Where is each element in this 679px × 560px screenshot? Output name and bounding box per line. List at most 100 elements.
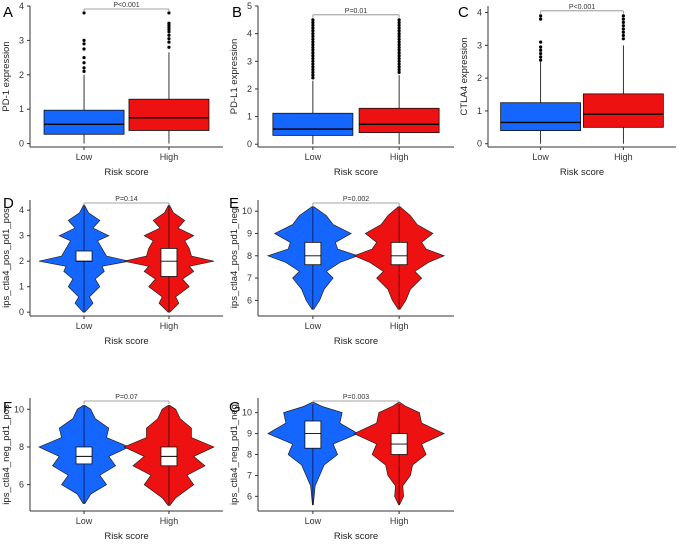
- p-value-label: P=0.002: [343, 196, 369, 203]
- outlier-point: [311, 37, 315, 41]
- x-axis-title: Risk score: [334, 531, 378, 542]
- box-high: [128, 98, 210, 131]
- outlier-point: [539, 40, 543, 44]
- outlier-point: [311, 67, 315, 72]
- y-tick-label: 6: [19, 480, 24, 490]
- outlier-point: [82, 61, 86, 65]
- inner-box: [304, 241, 322, 266]
- outlier-point: [311, 56, 315, 61]
- inner-box: [304, 420, 322, 449]
- panel-letter: F: [3, 399, 12, 416]
- group-low: [38, 405, 130, 504]
- x-tick-label-high: High: [160, 152, 179, 162]
- panel-a: A 0 1 2 3 4 Low High Risk score PD-1 expression P<…: [1, 1, 223, 178]
- outlier-point: [621, 30, 625, 34]
- x-tick-label-low: Low: [305, 516, 322, 526]
- x-tick-label-low: Low: [76, 516, 93, 526]
- x-tick-label-high: High: [160, 321, 179, 331]
- y-tick-label: 7: [247, 470, 252, 480]
- outlier-point: [311, 65, 315, 69]
- outlier-point: [311, 23, 315, 27]
- x-tick-label-low: Low: [305, 321, 322, 331]
- outlier-point: [167, 40, 171, 44]
- y-tick-label: 10: [242, 206, 252, 216]
- outlier-point: [167, 45, 171, 49]
- group-high: [123, 405, 215, 506]
- outlier-point: [397, 59, 401, 63]
- group-low: [272, 18, 354, 145]
- outlier-point: [539, 51, 543, 56]
- y-tick-label: 4: [477, 8, 482, 18]
- outlier-point: [167, 30, 171, 34]
- y-tick-label: 0: [477, 139, 482, 149]
- outlier-point: [311, 34, 315, 39]
- x-axis-title: Risk score: [334, 167, 378, 178]
- outlier-point: [82, 66, 86, 70]
- outlier-point: [621, 33, 625, 38]
- outlier-point: [311, 43, 315, 47]
- y-tick-label: 1: [247, 112, 252, 122]
- x-tick-label-low: Low: [305, 152, 322, 162]
- group-low: [267, 401, 359, 506]
- outlier-point: [397, 45, 401, 50]
- p-value-label: P<0.001: [113, 2, 139, 9]
- y-tick-label: 8: [247, 450, 252, 460]
- outlier-point: [621, 27, 625, 31]
- outlier-point: [311, 76, 315, 80]
- x-axis-title: Risk score: [104, 531, 148, 542]
- outlier-point: [621, 17, 625, 21]
- outlier-point: [539, 48, 543, 52]
- p-value-label: P=0.01: [345, 8, 367, 15]
- y-tick-label: 10: [14, 404, 24, 414]
- outlier-point: [397, 43, 401, 47]
- y-tick-label: 2: [247, 84, 252, 94]
- y-tick-label: 7: [247, 273, 252, 283]
- panel-letter: C: [458, 4, 469, 21]
- inner-box: [75, 250, 93, 262]
- outlier-point: [311, 29, 315, 33]
- y-tick-label: 3: [19, 231, 24, 241]
- outlier-point: [397, 40, 401, 44]
- y-tick-label: 2: [477, 73, 482, 83]
- outlier-point: [167, 21, 171, 25]
- x-axis-title: Risk score: [560, 167, 604, 178]
- outlier-point: [539, 14, 543, 18]
- x-axis-title: Risk score: [334, 336, 378, 347]
- outlier-point: [311, 73, 315, 77]
- outlier-point: [311, 59, 315, 63]
- outlier-point: [311, 51, 315, 55]
- outlier-point: [397, 70, 401, 74]
- group-high: [358, 18, 440, 145]
- y-tick-label: 3: [247, 56, 252, 66]
- y-tick-label: 8: [19, 442, 24, 452]
- outlier-point: [82, 47, 86, 51]
- y-tick-label: 0: [19, 139, 24, 149]
- outlier-point: [397, 67, 401, 72]
- group-low: [43, 11, 125, 144]
- outlier-point: [397, 18, 401, 22]
- outlier-point: [82, 69, 86, 73]
- panel-c: C 0 1 2 3 4 Low High Risk score CTLA4 expression P…: [458, 4, 676, 178]
- outlier-point: [621, 37, 625, 41]
- outlier-point: [311, 18, 315, 22]
- y-axis-title: ips_ctla4_neg_pd1_neg: [229, 404, 240, 505]
- x-tick-label-high: High: [390, 152, 409, 162]
- y-tick-label: 2: [19, 256, 24, 266]
- outlier-point: [539, 17, 543, 21]
- y-tick-label: 0: [247, 139, 252, 149]
- outlier-point: [397, 48, 401, 52]
- outlier-point: [311, 48, 315, 52]
- outlier-point: [539, 55, 543, 59]
- outlier-point: [397, 51, 401, 55]
- outlier-point: [311, 26, 315, 30]
- y-tick-label: 2: [19, 70, 24, 80]
- y-tick-label: 9: [247, 228, 252, 238]
- y-tick-label: 4: [19, 205, 24, 215]
- panel-f: F 6 8 10 Low High Risk score ips_ctla4_neg_pd1_…: [1, 394, 223, 542]
- x-axis-title: Risk score: [104, 167, 148, 178]
- outlier-point: [311, 45, 315, 50]
- y-axis-title: CTLA4 expression: [459, 37, 470, 115]
- outlier-point: [621, 14, 625, 18]
- y-tick-label: 0: [19, 307, 24, 317]
